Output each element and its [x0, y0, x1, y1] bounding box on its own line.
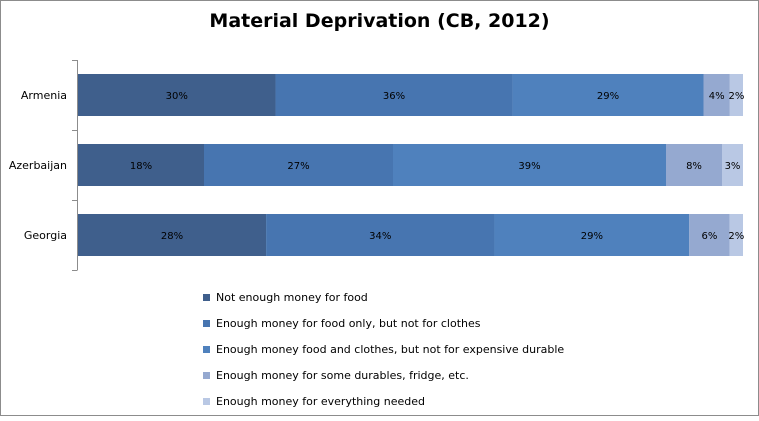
data-label: 36% [383, 91, 405, 102]
bar-segment [703, 74, 730, 116]
data-label: 2% [728, 91, 744, 102]
legend-item: Not enough money for food [203, 291, 564, 304]
legend-label: Enough money for food only, but not for … [216, 317, 481, 330]
legend-swatch [203, 320, 210, 327]
data-label: 8% [686, 161, 702, 172]
category-label: Georgia [24, 229, 67, 242]
bar-segment [666, 144, 722, 186]
legend-swatch [203, 294, 210, 301]
data-label: 29% [597, 91, 619, 102]
bar-segment [494, 214, 690, 256]
bar-segment [722, 144, 743, 186]
legend-swatch [203, 346, 210, 353]
category-label: Armenia [21, 89, 67, 102]
legend-label: Enough money for some durables, fridge, … [216, 369, 469, 382]
data-label: 3% [725, 161, 741, 172]
data-label: 39% [518, 161, 540, 172]
data-label: 29% [581, 231, 603, 242]
bar-segment [729, 214, 743, 256]
data-label: 28% [161, 231, 183, 242]
data-label: 4% [709, 91, 725, 102]
legend-item: Enough money food and clothes, but not f… [203, 343, 564, 356]
bar-segment [204, 144, 393, 186]
data-label: 2% [728, 231, 744, 242]
legend-label: Enough money for everything needed [216, 395, 425, 408]
bar-segment [78, 214, 267, 256]
bar-segment [78, 74, 276, 116]
legend-swatch [203, 372, 210, 379]
category-label: Azerbaijan [9, 159, 67, 172]
data-label: 30% [166, 91, 188, 102]
bar-segment [512, 74, 704, 116]
bar-segment [275, 74, 513, 116]
data-label: 27% [287, 161, 309, 172]
legend-swatch [203, 398, 210, 405]
bar-segment [78, 144, 204, 186]
legend-item: Enough money for everything needed [203, 395, 564, 408]
data-label: 34% [369, 231, 391, 242]
bar-segment [393, 144, 666, 186]
chart-title: Material Deprivation (CB, 2012) [209, 10, 550, 32]
legend-item: Enough money for some durables, fridge, … [203, 369, 564, 382]
legend-item: Enough money for food only, but not for … [203, 317, 564, 330]
bar-segment [266, 214, 495, 256]
bar-segment [689, 214, 730, 256]
bar-segment [729, 74, 743, 116]
data-label: 6% [701, 231, 717, 242]
data-label: 18% [130, 161, 152, 172]
legend-label: Enough money food and clothes, but not f… [216, 343, 565, 356]
chart-legend: Not enough money for food Enough money fo… [203, 291, 564, 421]
legend-label: Not enough money for food [216, 291, 368, 304]
